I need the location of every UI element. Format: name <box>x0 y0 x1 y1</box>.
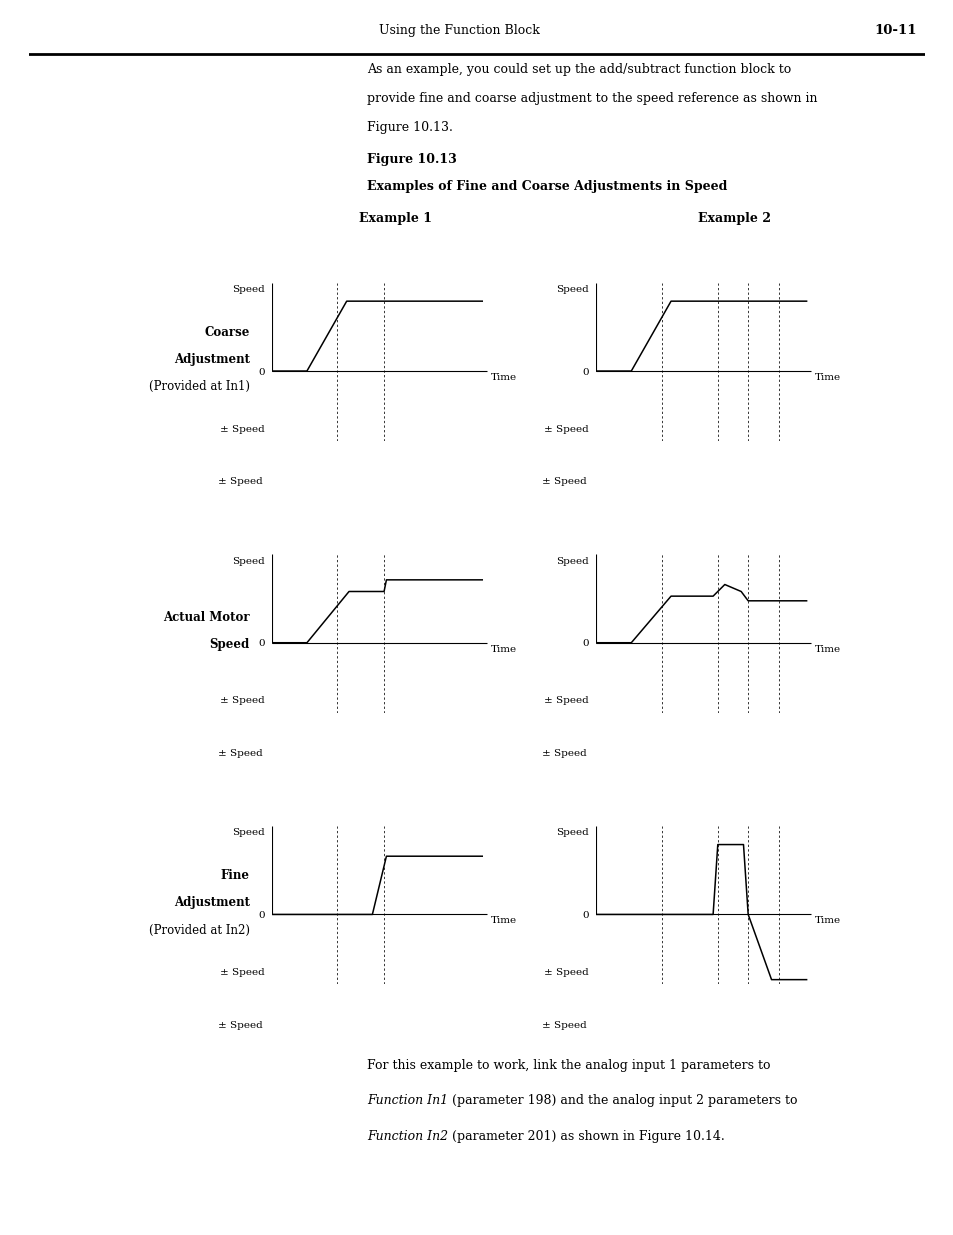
Text: ± Speed: ± Speed <box>220 425 265 433</box>
Text: ± Speed: ± Speed <box>220 697 265 705</box>
Text: Speed: Speed <box>556 557 589 566</box>
Text: Speed: Speed <box>232 285 265 294</box>
Text: 0: 0 <box>582 640 589 648</box>
Text: Figure 10.13: Figure 10.13 <box>367 153 456 165</box>
Text: Time: Time <box>814 373 840 382</box>
Text: Example 1: Example 1 <box>359 212 432 225</box>
Text: Actual Motor: Actual Motor <box>163 611 250 624</box>
Text: Adjustment: Adjustment <box>173 897 250 909</box>
Text: ± Speed: ± Speed <box>217 477 262 487</box>
Text: ± Speed: ± Speed <box>220 968 265 977</box>
Text: As an example, you could set up the add/subtract function block to: As an example, you could set up the add/… <box>367 63 791 75</box>
Text: ± Speed: ± Speed <box>541 1020 586 1030</box>
Text: Coarse: Coarse <box>204 326 250 338</box>
Text: provide fine and coarse adjustment to the speed reference as shown in: provide fine and coarse adjustment to th… <box>367 91 817 105</box>
Text: ± Speed: ± Speed <box>217 748 262 758</box>
Text: 0: 0 <box>258 368 265 377</box>
Text: Adjustment: Adjustment <box>173 353 250 366</box>
Text: 0: 0 <box>582 368 589 377</box>
Text: Function In1: Function In1 <box>367 1094 448 1108</box>
Text: Examples of Fine and Coarse Adjustments in Speed: Examples of Fine and Coarse Adjustments … <box>367 180 727 194</box>
Text: (Provided at In1): (Provided at In1) <box>149 380 250 393</box>
Text: 10-11: 10-11 <box>873 25 916 37</box>
Text: Time: Time <box>814 916 840 925</box>
Text: Speed: Speed <box>556 829 589 837</box>
Text: Fine: Fine <box>221 869 250 882</box>
Text: 0: 0 <box>258 640 265 648</box>
Text: Speed: Speed <box>210 638 250 651</box>
Text: For this example to work, link the analog input 1 parameters to: For this example to work, link the analo… <box>367 1060 770 1072</box>
Text: ± Speed: ± Speed <box>544 968 589 977</box>
Text: Speed: Speed <box>232 557 265 566</box>
Text: Speed: Speed <box>232 829 265 837</box>
Text: Using the Function Block: Using the Function Block <box>378 25 539 37</box>
Text: (parameter 201) as shown in Figure 10.14.: (parameter 201) as shown in Figure 10.14… <box>448 1130 724 1142</box>
Text: Time: Time <box>490 916 516 925</box>
Text: Function In2: Function In2 <box>367 1130 448 1142</box>
Text: Time: Time <box>490 645 516 653</box>
Text: 0: 0 <box>258 911 265 920</box>
Text: Example 2: Example 2 <box>698 212 770 225</box>
Text: ± Speed: ± Speed <box>544 697 589 705</box>
Text: ± Speed: ± Speed <box>544 425 589 433</box>
Text: ± Speed: ± Speed <box>541 477 586 487</box>
Text: Speed: Speed <box>556 285 589 294</box>
Text: (Provided at In2): (Provided at In2) <box>149 924 250 936</box>
Text: 0: 0 <box>582 911 589 920</box>
Text: ± Speed: ± Speed <box>541 748 586 758</box>
Text: ± Speed: ± Speed <box>217 1020 262 1030</box>
Text: Figure 10.13.: Figure 10.13. <box>367 121 453 133</box>
Text: Time: Time <box>814 645 840 653</box>
Text: Time: Time <box>490 373 516 382</box>
Text: (parameter 198) and the analog input 2 parameters to: (parameter 198) and the analog input 2 p… <box>448 1094 797 1108</box>
